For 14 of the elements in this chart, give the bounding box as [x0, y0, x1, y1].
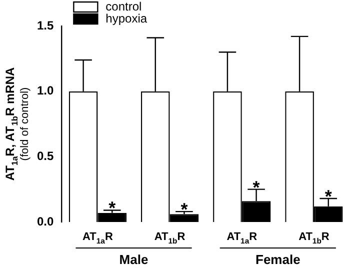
y-tick-label: 1.0 [36, 84, 54, 98]
y-tick-label: 1.5 [36, 18, 54, 32]
legend-label: hypoxia [106, 11, 148, 26]
y-tick-label: 0.5 [36, 148, 54, 163]
text: Male [119, 252, 148, 267]
annotation: * [180, 200, 188, 220]
text: (fold of control) [19, 87, 31, 161]
annotation: * [108, 198, 116, 218]
annotation: * [324, 186, 332, 206]
legend-label: control [106, 0, 142, 14]
y-axis-title: AT1aR, AT1bR mRNA [3, 67, 20, 181]
y-tick-label: 0.0 [36, 214, 54, 228]
text: Female [256, 252, 300, 267]
annotation: * [252, 177, 260, 198]
